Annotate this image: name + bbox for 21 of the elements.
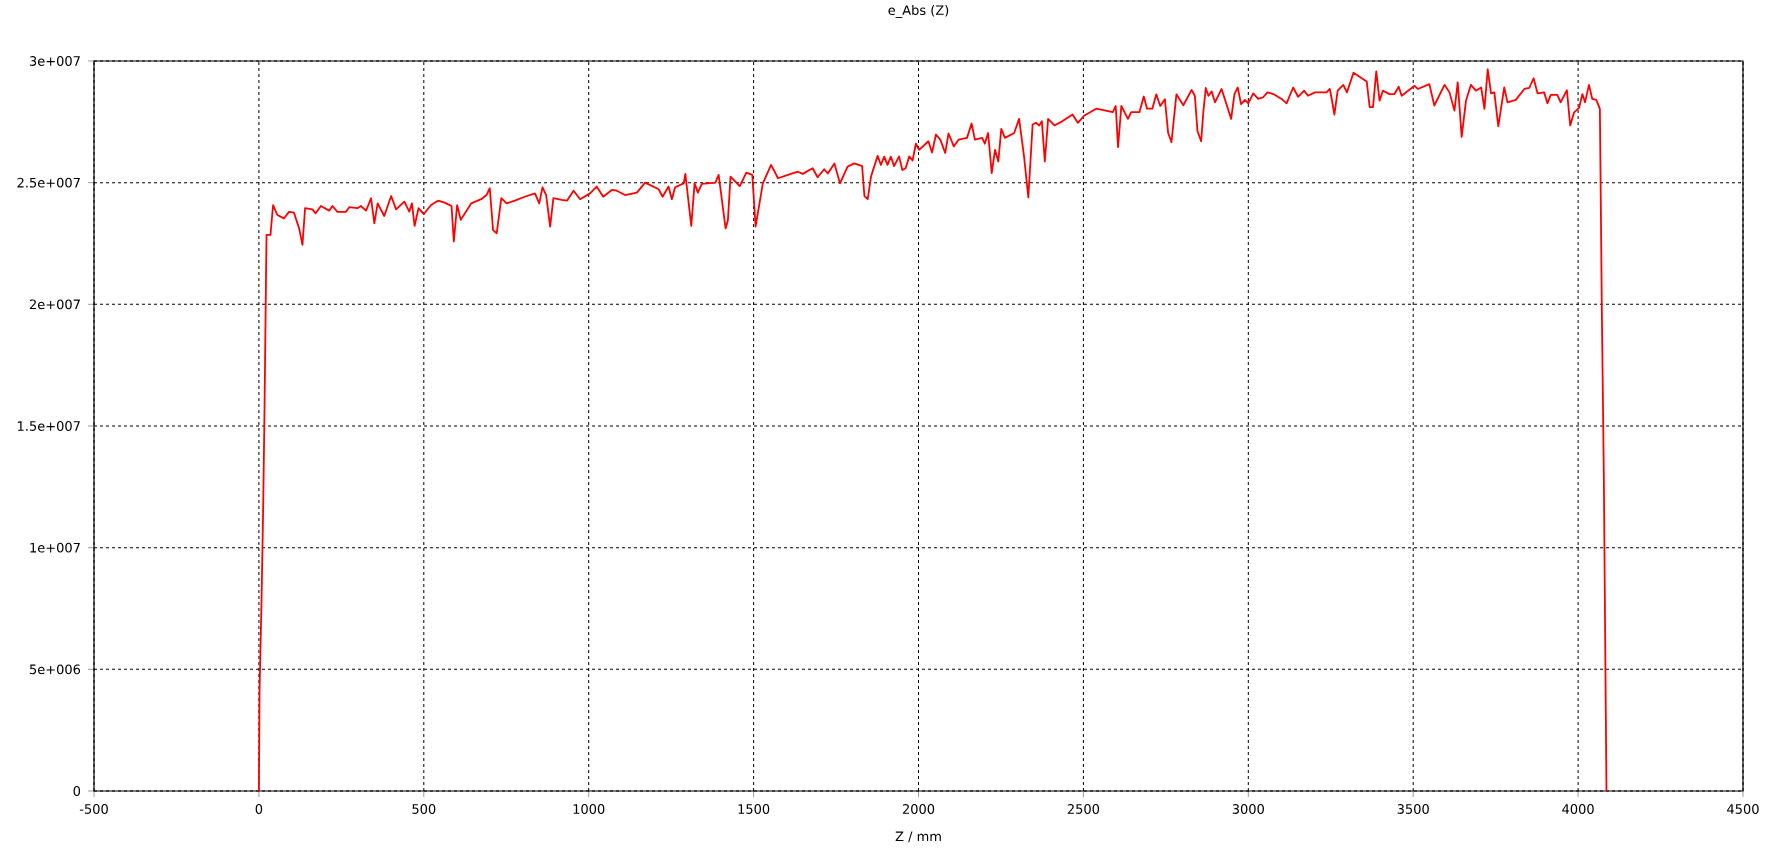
x-tick-label: 1000 (573, 804, 605, 814)
y-tick-label: 0 (73, 786, 81, 796)
y-tick-label: 1.5e+007 (17, 421, 80, 431)
x-tick-label: -500 (79, 804, 108, 814)
line-series (258, 68, 1608, 791)
x-tick-label: 0 (255, 804, 263, 814)
x-tick-label: 4000 (1562, 804, 1594, 814)
y-tick-label: 5e+006 (29, 664, 81, 675)
x-tick-label: 2000 (902, 804, 935, 814)
x-tick-label: 3500 (1397, 804, 1429, 814)
x-tick-label: 1500 (738, 804, 770, 814)
x-tick-label: 2500 (1067, 804, 1100, 814)
y-tick-label: 3e+007 (29, 56, 80, 66)
x-axis-title: Z / mm (895, 831, 941, 843)
chart-title: e_Abs (Z) (888, 4, 949, 18)
x-tick-label: 500 (412, 804, 436, 814)
x-tick-label: 3000 (1232, 804, 1264, 814)
x-tick-label: 4500 (1727, 804, 1759, 814)
y-tick-label: 2e+007 (29, 299, 80, 310)
y-tick-label: 2.5e+007 (17, 177, 80, 188)
y-tick-label: 1e+007 (30, 542, 80, 553)
